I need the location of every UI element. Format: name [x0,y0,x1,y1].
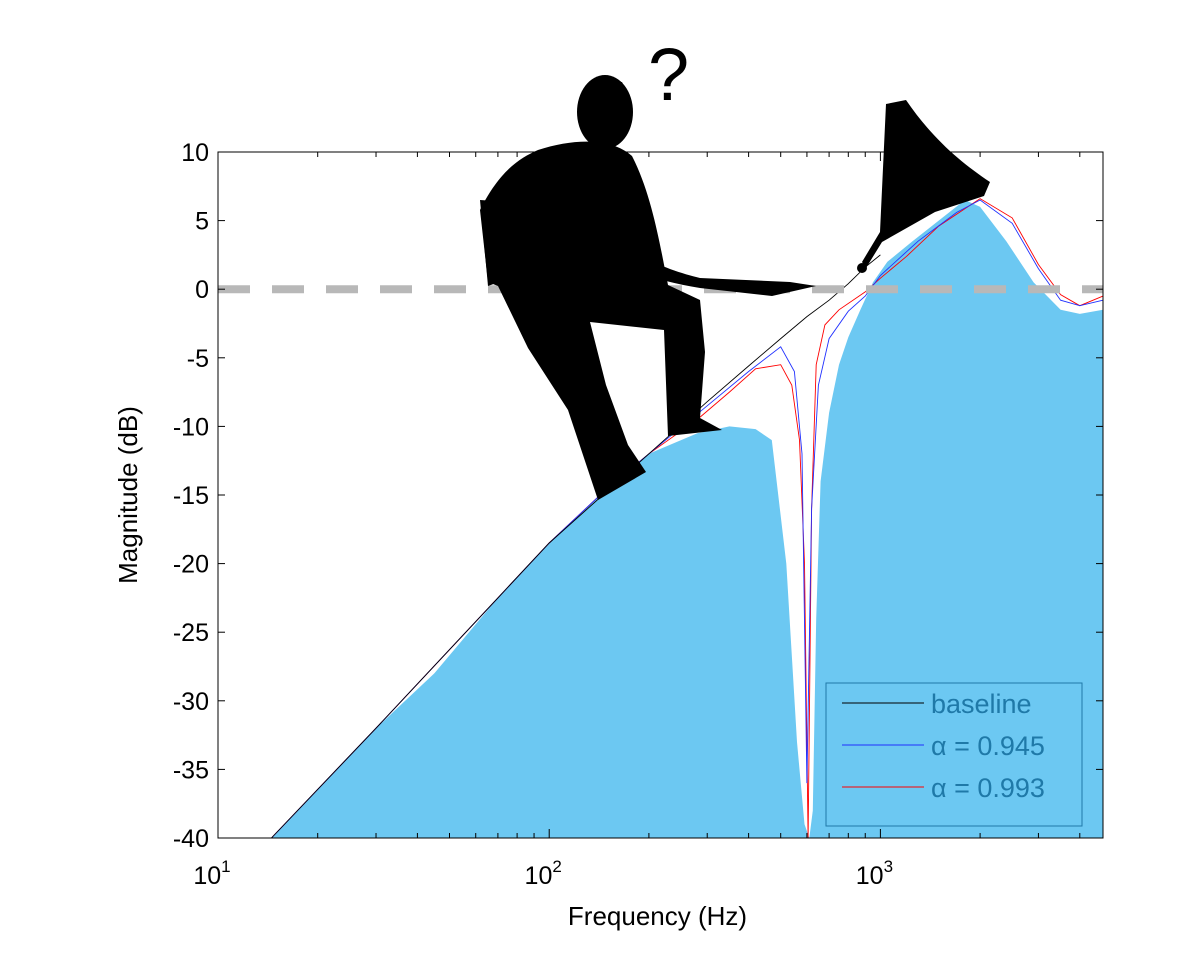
y-tick-label: -35 [173,756,209,784]
y-tick-label: -20 [173,551,209,579]
legend-label: α = 0.993 [931,773,1045,803]
y-tick-label: -30 [173,688,209,716]
x-tick-label: 101 [193,857,230,890]
legend-box [825,682,1083,827]
axes-layer [217,151,1104,839]
question-mark-annotation: ? [648,33,689,116]
legend-label: α = 0.945 [931,731,1045,761]
y-tick-label: -40 [173,825,209,853]
y-tick-label: 10 [181,139,209,167]
legend: baseline α = 0.945 α = 0.993 [825,682,1083,827]
y-tick-label: -25 [173,619,209,647]
y-tick-label: 5 [195,208,209,236]
y-tick-label: -5 [187,345,209,373]
person-silhouette-icon [480,75,990,501]
series-area-filled [271,200,1103,838]
y-tick-label: -10 [173,413,209,441]
x-tick-label: 103 [856,857,893,890]
x-tick-label: 102 [525,857,562,890]
y-axis-title: Magnitude (dB) [113,406,143,584]
fill-layer [271,200,1103,838]
y-tick-label: 0 [195,276,209,304]
x-axis-title: Frequency (Hz) [568,901,747,931]
legend-label: baseline [931,689,1032,719]
series-line-3 [271,254,881,839]
y-tick-label: -15 [173,482,209,510]
text-layer: 10 5 0 -5 -10 -15 -20 -25 -30 -35 -40 101 102 103 Freq… [113,139,893,931]
